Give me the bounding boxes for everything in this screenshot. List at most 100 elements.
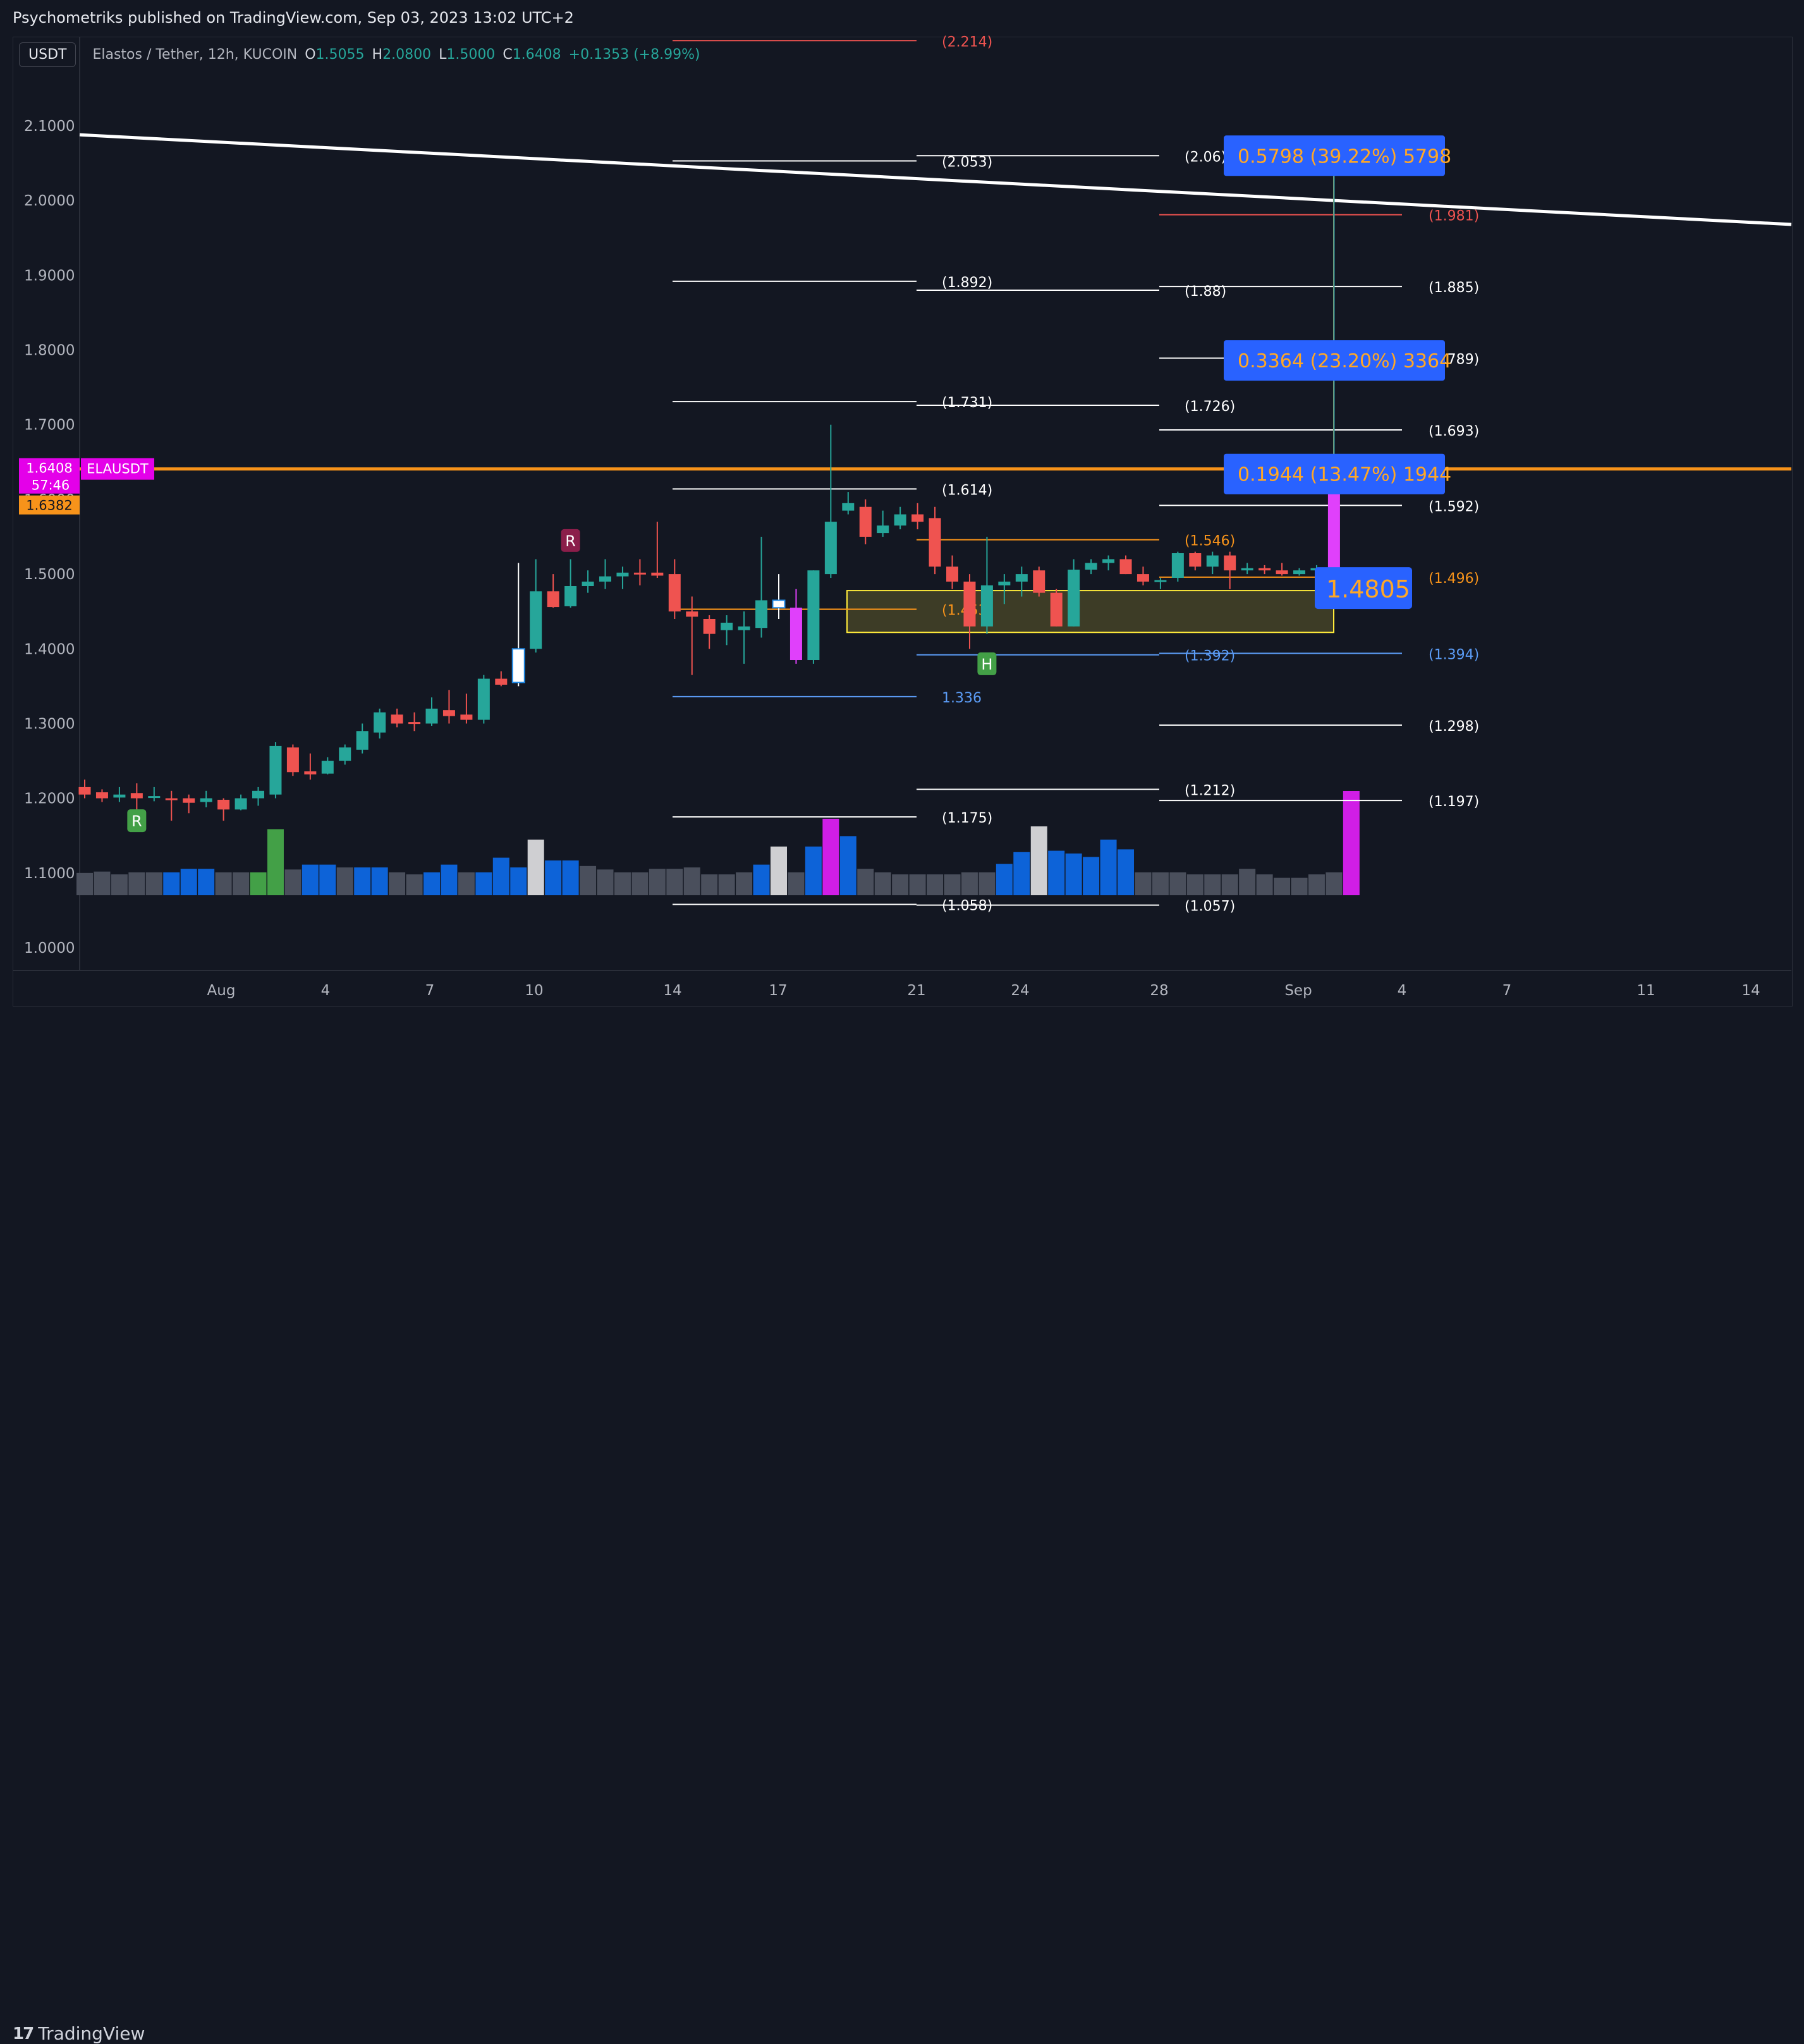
ohlc-high-key: H: [372, 46, 383, 63]
fib-set-2-label: (1.546): [1185, 534, 1235, 549]
measure-label: 0.1944 (13.47%) 1944: [1238, 464, 1451, 486]
fib-set-2-label: (2.06): [1185, 149, 1226, 165]
volume-bar: [1186, 874, 1204, 895]
volume-bar: [510, 867, 527, 895]
volume-bar: [580, 866, 597, 895]
prev-price-box: [19, 495, 80, 515]
fib-set-3-label: (1.592): [1429, 499, 1479, 515]
ohlc-close: C1.6408: [503, 47, 561, 63]
x-tick-label: 7: [425, 982, 435, 999]
symbol-tag-box: [81, 458, 154, 480]
volume-bar: [805, 847, 822, 895]
quote-currency-button[interactable]: USDT: [19, 42, 76, 67]
tradingview-logo[interactable]: 17 TradingView: [13, 2023, 145, 2044]
price-chart[interactable]: 2.10002.00001.90001.80001.70001.60001.50…: [0, 0, 1804, 1007]
volume-bar: [527, 840, 544, 895]
candle-body: [1241, 568, 1253, 571]
volume-bar: [302, 864, 319, 895]
candle-body: [963, 581, 976, 627]
candle-body: [252, 790, 264, 799]
volume-bar: [267, 829, 284, 895]
candle-body: [286, 747, 299, 773]
fib-set-1-label: (2.214): [942, 34, 992, 50]
candle-body: [842, 503, 855, 511]
measure-label: 0.5798 (39.22%) 5798: [1238, 145, 1451, 168]
measure-label-box: [1224, 135, 1445, 176]
symbol-legend: USDT Elastos / Tether, 12h, KUCOIN O1.50…: [19, 42, 700, 67]
volume-bar: [1065, 854, 1082, 895]
candle-body: [217, 800, 230, 810]
candle-body: [477, 678, 490, 720]
candle-body: [668, 574, 681, 612]
candle-body: [408, 722, 421, 725]
volume-bar: [753, 864, 770, 895]
candle-body: [738, 626, 750, 630]
ohlc-close-key: C: [503, 46, 513, 63]
volume-bar: [649, 869, 666, 895]
y-tick-label: 1.0000: [24, 940, 75, 957]
fib-set-2-label: (1.392): [1185, 649, 1235, 664]
volume-bar: [424, 872, 440, 895]
candle-body: [651, 572, 664, 576]
candle-body: [998, 581, 1011, 585]
candle-body: [582, 581, 594, 586]
candle-body: [130, 793, 143, 799]
y-tick-label: 2.0000: [24, 193, 75, 209]
volume-bar: [1326, 872, 1343, 895]
volume-bar: [458, 872, 475, 895]
volume-bar: [215, 872, 232, 895]
volume-bar: [1118, 849, 1134, 895]
fib-set-3-label: (1.693): [1429, 424, 1479, 439]
fib-set-1-label: 1.336: [942, 690, 982, 706]
volume-bar: [1343, 791, 1360, 895]
candle-body: [1015, 574, 1028, 582]
symbol-title[interactable]: Elastos / Tether, 12h, KUCOIN: [92, 46, 298, 63]
fib-set-1-label: (1.058): [942, 898, 992, 914]
y-tick-label: 1.8000: [24, 343, 75, 359]
volume-bar: [1169, 872, 1186, 895]
candle-body: [530, 591, 542, 649]
volume-bar: [1152, 872, 1169, 895]
candle-body: [321, 761, 334, 774]
entry-label-box: [1315, 567, 1412, 609]
x-tick-label: 21: [907, 982, 925, 999]
volume-bar: [371, 867, 388, 895]
last-price-box: [19, 458, 80, 494]
tradingview-brand: TradingView: [38, 2023, 145, 2044]
volume-bar: [354, 867, 371, 895]
candle-body: [1137, 574, 1149, 582]
candle-body: [1102, 559, 1115, 563]
ohlc-open-value: 1.5055: [315, 46, 365, 63]
ohlc-close-value: 1.6408: [512, 46, 561, 63]
candle-body: [703, 619, 716, 634]
ohlc-low: L1.5000: [439, 47, 495, 63]
candle-body: [200, 798, 212, 802]
candle-body: [877, 525, 889, 534]
candle-body: [721, 622, 733, 630]
volume-bar: [562, 860, 579, 895]
ohlc-open-key: O: [305, 46, 316, 63]
volume-bar: [545, 860, 562, 895]
candle-body: [1206, 555, 1219, 567]
volume-bar: [597, 869, 614, 895]
ohlc-high: H2.0800: [372, 47, 432, 63]
footer: 17 TradingView: [0, 1007, 1804, 2044]
candle-body: [356, 731, 369, 750]
candle-body: [1276, 570, 1288, 575]
volume-bar: [1221, 874, 1238, 895]
candle-body: [807, 570, 820, 660]
candle-body: [442, 710, 455, 716]
volume-bar: [944, 874, 961, 895]
y-tick-label: 1.5000: [24, 566, 75, 583]
fib-set-3-label: (1.197): [1429, 794, 1479, 810]
volume-bar: [163, 872, 180, 895]
publish-bar: Psychometriks published on TradingView.c…: [0, 0, 1804, 37]
candle-body: [339, 747, 351, 761]
entry-label: 1.4805: [1326, 575, 1410, 603]
x-tick-label: 10: [525, 982, 543, 999]
ohlc-high-value: 2.0800: [382, 46, 432, 63]
volume-bar: [961, 872, 978, 895]
fib-set-1-label: (1.892): [942, 275, 992, 291]
fib-set-1-label: (1.614): [942, 482, 992, 498]
candle-body: [911, 514, 924, 522]
